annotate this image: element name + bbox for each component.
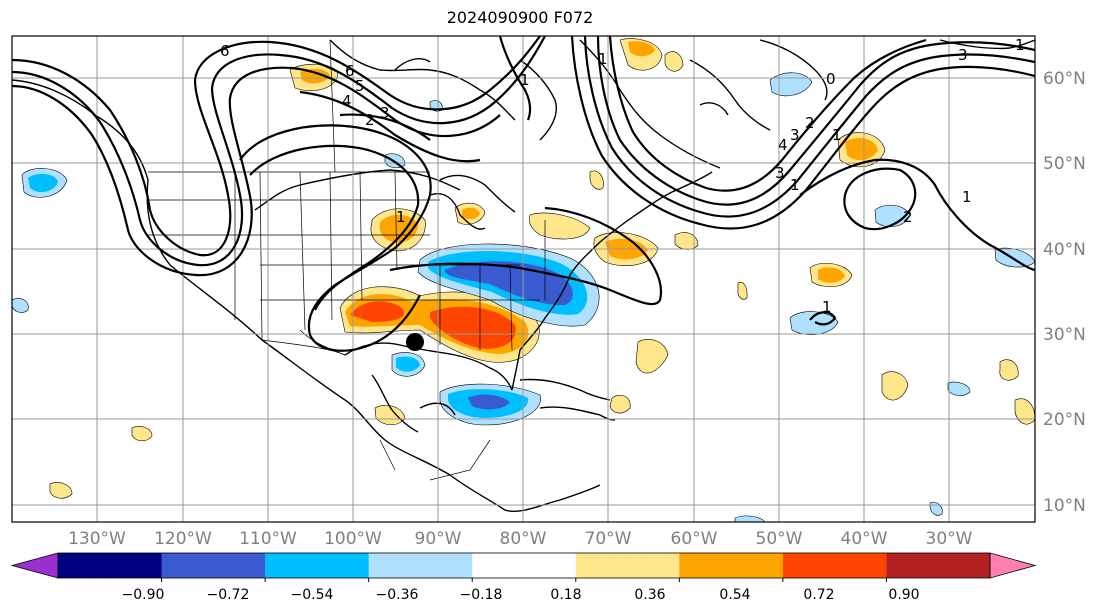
- contour-label: 4: [778, 136, 788, 154]
- contour-label: 1: [520, 71, 530, 89]
- contour-label: 3: [958, 46, 968, 64]
- colorbar-tick-label: 0.90: [888, 587, 919, 603]
- colorbar-tick-label: 0.18: [550, 587, 581, 603]
- map-content: 6 6 5 4 3 2 1 1 1 1 2 3 4 1 3 2 1 1 0 1 …: [12, 36, 1035, 522]
- contour-label: 1: [396, 208, 406, 226]
- contour-label: 6: [345, 62, 355, 80]
- contour-label: 6: [220, 42, 230, 60]
- contour-label: 1: [598, 50, 608, 68]
- colorbar-tick-label: −0.36: [376, 587, 419, 603]
- colorbar-segment: [368, 553, 473, 578]
- lon-label: 70°W: [585, 529, 632, 549]
- colorbar-tick-label: −0.72: [207, 587, 250, 603]
- coastlines: [12, 39, 1035, 512]
- contour-label: 1: [822, 298, 832, 316]
- contour-label: 2: [365, 111, 375, 129]
- colorbar-segment: [265, 553, 370, 578]
- colorbar-ticks: −0.90 −0.72 −0.54 −0.36 −0.18 0.18 0.36 …: [122, 587, 920, 603]
- colorbar-segment: [161, 553, 266, 578]
- lon-label: 80°W: [500, 529, 547, 549]
- contour-label: 1: [790, 176, 800, 194]
- colorbar-tick-label: −0.54: [291, 587, 334, 603]
- colorbar-segment: [575, 553, 680, 578]
- contour-label: 3: [790, 126, 800, 144]
- colorbar-tick-label: −0.90: [122, 587, 165, 603]
- contour-label: 1: [1015, 36, 1025, 54]
- colorbar-segments: [10, 552, 1037, 582]
- lat-label: 10°N: [1043, 496, 1086, 516]
- colorbar-segment: [58, 553, 163, 578]
- contour-label: 4: [342, 92, 352, 110]
- lon-label: 130°W: [68, 529, 126, 549]
- contour-label: 5: [355, 77, 365, 95]
- colorbar-tick-label: 0.36: [634, 587, 665, 603]
- colorbar-tick-label: 0.54: [719, 587, 750, 603]
- lon-label: 110°W: [239, 529, 297, 549]
- contour-label: 2: [903, 208, 913, 226]
- lon-label: 30°W: [926, 529, 973, 549]
- lon-label: 50°W: [756, 529, 803, 549]
- colorbar-extend-low: [10, 552, 59, 579]
- colorbar-segment: [782, 553, 887, 578]
- map-frame: [11, 35, 1036, 523]
- lat-label: 60°N: [1043, 69, 1086, 89]
- colorbar: −0.90 −0.72 −0.54 −0.36 −0.18 0.18 0.36 …: [10, 552, 1037, 603]
- colorbar-frame: [57, 552, 991, 579]
- colorbar-segment: [886, 553, 991, 578]
- lat-label: 40°N: [1043, 240, 1086, 260]
- lat-label: 20°N: [1043, 410, 1086, 430]
- height-contours: [12, 36, 1035, 352]
- storm-center-marker: [406, 333, 424, 351]
- contour-label: 3: [380, 104, 390, 122]
- lon-label: 100°W: [324, 529, 382, 549]
- contour-label: 1: [962, 188, 972, 206]
- map-title: 2024090900 F072: [446, 8, 594, 27]
- lon-label: 120°W: [154, 529, 212, 549]
- lat-label: 50°N: [1043, 154, 1086, 174]
- colorbar-segment: [679, 553, 784, 578]
- colorbar-segment: [472, 553, 577, 578]
- contour-labels: 6 6 5 4 3 2 1 1 1 1 2 3 4 1 3 2 1 1 0 1 …: [220, 36, 1025, 316]
- latitude-labels: 60°N 50°N 40°N 30°N 20°N 10°N: [1043, 69, 1086, 516]
- lat-label: 30°N: [1043, 325, 1086, 345]
- gridlines: [12, 36, 1035, 522]
- lon-label: 40°W: [841, 529, 888, 549]
- contour-label: 1: [832, 126, 842, 144]
- lon-label: 90°W: [415, 529, 462, 549]
- political-borders: [148, 39, 546, 481]
- lon-label: 60°W: [671, 529, 718, 549]
- colorbar-tick-label: 0.72: [803, 587, 834, 603]
- colorbar-extend-high: [989, 552, 1037, 579]
- contour-label: 3: [775, 164, 785, 182]
- longitude-labels: 130°W 120°W 110°W 100°W 90°W 80°W 70°W 6…: [68, 529, 973, 549]
- contour-label: 2: [805, 114, 815, 132]
- colorbar-tick-label: −0.18: [460, 587, 503, 603]
- contour-label: 0: [826, 70, 836, 88]
